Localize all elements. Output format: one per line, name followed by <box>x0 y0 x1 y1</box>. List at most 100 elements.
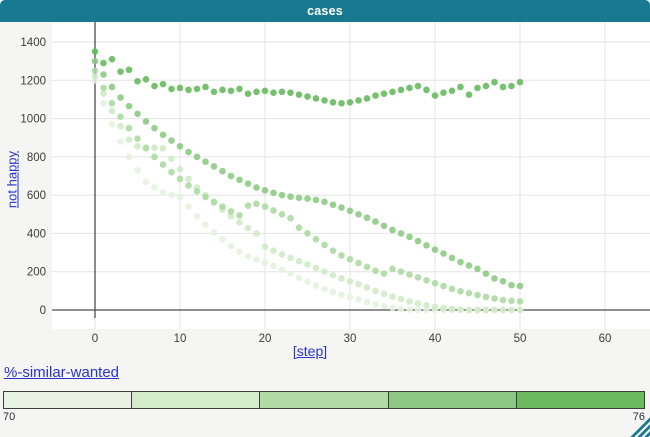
data-point-74.5 <box>516 282 524 290</box>
data-point-71.5 <box>176 166 184 173</box>
data-point-73 <box>312 235 320 243</box>
data-point-74.5 <box>312 196 320 204</box>
data-point-74.5 <box>125 102 133 110</box>
data-point-70 <box>389 304 396 312</box>
data-point-76 <box>355 97 362 104</box>
data-point-73 <box>185 182 192 189</box>
data-point-76 <box>516 78 524 86</box>
legend-range: 70 76 <box>3 411 645 423</box>
y-tick-label: 0 <box>40 305 46 317</box>
data-point-70 <box>346 293 354 301</box>
data-point-71.5 <box>125 136 133 143</box>
data-point-76 <box>278 88 286 96</box>
y-tick-label: 1400 <box>20 37 46 49</box>
data-point-70 <box>108 121 116 128</box>
x-tick-label: 10 <box>174 333 187 345</box>
data-point-73 <box>329 247 337 254</box>
data-point-74.5 <box>210 163 218 170</box>
data-point-74.5 <box>457 258 464 266</box>
data-point-73 <box>142 144 150 152</box>
data-point-70 <box>117 138 124 145</box>
data-point-76 <box>406 84 413 92</box>
legend-segment-5 <box>515 392 645 408</box>
legend-segment-2 <box>131 392 260 408</box>
data-point-70 <box>125 153 133 161</box>
data-point-73 <box>151 153 158 161</box>
data-point-76 <box>338 99 345 107</box>
data-point-76 <box>219 86 226 94</box>
data-point-73 <box>236 211 243 219</box>
data-point-76 <box>372 92 379 99</box>
data-point-73 <box>465 289 473 297</box>
data-point-70 <box>363 298 371 306</box>
data-point-70 <box>397 305 405 313</box>
data-point-73 <box>117 113 124 120</box>
data-point-71.5 <box>499 306 507 314</box>
legend-title[interactable]: %-similar-wanted <box>4 364 120 381</box>
data-point-74.5 <box>321 198 328 206</box>
data-point-76 <box>125 66 133 74</box>
data-point-73 <box>261 203 269 210</box>
data-point-73 <box>108 99 116 107</box>
data-point-76 <box>151 82 158 90</box>
data-point-74.5 <box>176 143 184 150</box>
data-point-73 <box>100 84 107 92</box>
data-point-76 <box>270 89 277 97</box>
y-tick-label: 1000 <box>20 114 46 126</box>
data-point-70 <box>193 212 201 220</box>
data-point-73 <box>414 274 422 281</box>
data-point-73 <box>338 252 345 259</box>
data-point-70 <box>321 285 328 293</box>
data-point-74.5 <box>474 265 481 273</box>
data-point-70 <box>202 221 209 229</box>
data-point-76 <box>91 48 99 55</box>
data-point-70 <box>295 274 303 282</box>
data-point-74.5 <box>329 201 337 209</box>
data-point-71.5 <box>227 212 235 220</box>
data-point-70 <box>287 270 294 277</box>
data-point-70 <box>210 229 218 236</box>
data-point-76 <box>295 91 303 98</box>
data-point-74.5 <box>193 153 201 161</box>
data-point-76 <box>491 78 498 86</box>
data-point-71.5 <box>355 280 362 288</box>
data-point-74.5 <box>423 241 430 249</box>
x-axis-label[interactable]: [step] <box>292 343 328 359</box>
data-point-71.5 <box>346 277 354 285</box>
chart-area: 0 10 20 30 40 50 60 0 200 400 600 800 1000 1200 1400 n… <box>4 22 650 359</box>
data-point-73 <box>295 224 303 231</box>
data-point-74.5 <box>159 131 167 139</box>
data-point-74.5 <box>227 172 235 180</box>
data-point-73 <box>125 124 133 132</box>
data-point-71.5 <box>406 298 413 305</box>
data-point-76 <box>346 99 354 106</box>
data-point-73 <box>168 168 175 176</box>
y-axis-label[interactable]: not happy <box>4 150 20 209</box>
data-point-73 <box>304 230 311 237</box>
data-point-74.5 <box>440 250 447 257</box>
data-point-74.5 <box>100 71 107 78</box>
data-point-71.5 <box>321 268 328 276</box>
data-point-76 <box>100 59 107 67</box>
data-point-71.5 <box>389 293 396 300</box>
y-tick-label: 1200 <box>20 75 46 87</box>
data-point-74.5 <box>91 57 99 65</box>
data-point-73 <box>193 188 201 195</box>
data-point-76 <box>185 86 192 94</box>
data-point-73 <box>491 295 498 302</box>
data-point-74.5 <box>499 277 507 285</box>
data-point-70 <box>278 266 286 274</box>
data-point-76 <box>168 85 175 93</box>
x-tick-label: 50 <box>514 333 527 345</box>
data-point-76 <box>287 89 294 97</box>
data-point-73 <box>287 214 294 222</box>
data-point-74.5 <box>151 124 158 132</box>
data-point-73 <box>270 207 277 214</box>
data-point-71.5 <box>431 303 439 311</box>
data-point-71.5 <box>236 219 243 226</box>
y-tick-label: 800 <box>27 152 46 164</box>
data-point-76 <box>457 83 464 91</box>
data-point-76 <box>423 86 430 94</box>
data-point-71.5 <box>100 90 107 97</box>
